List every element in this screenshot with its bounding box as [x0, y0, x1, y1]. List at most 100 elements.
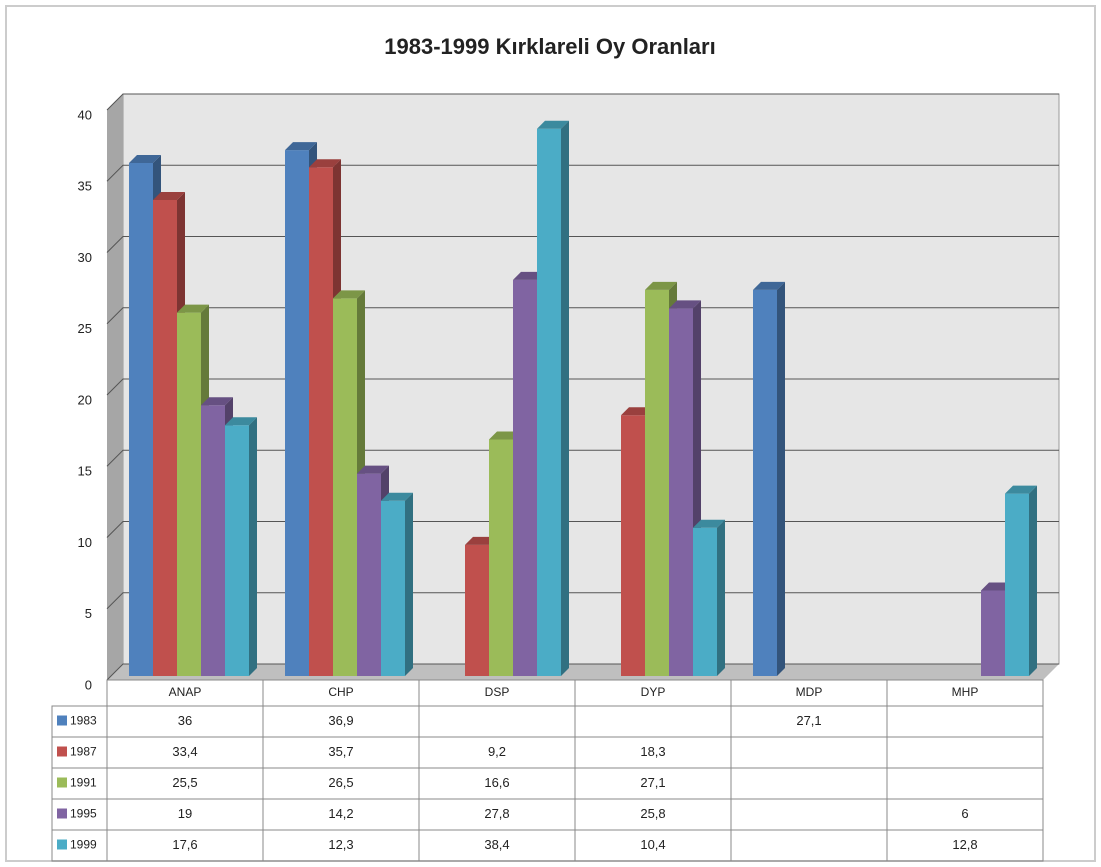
bar-face — [669, 300, 701, 309]
bar-face — [405, 492, 413, 676]
y-tick-label: 40 — [78, 107, 92, 122]
data-label: 36 — [178, 713, 192, 728]
bar-face — [357, 473, 381, 676]
bar-face — [225, 417, 257, 426]
grid-line — [106, 663, 1059, 681]
bar — [537, 120, 569, 677]
bar-face — [645, 281, 677, 290]
bar — [1005, 485, 1037, 676]
data-label: 25,5 — [172, 775, 197, 790]
bar-face — [693, 519, 725, 528]
grid-line — [106, 236, 1059, 253]
bar-face — [537, 120, 569, 129]
x-tick-label: CHP — [328, 685, 353, 699]
data-label: 38,4 — [484, 837, 509, 852]
legend-label: 1983 — [70, 714, 97, 728]
y-tick-label: 25 — [78, 321, 92, 336]
data-label: 18,3 — [640, 744, 665, 759]
legend-swatch — [57, 839, 67, 850]
bar-face — [561, 120, 569, 677]
bar-face — [177, 312, 201, 676]
bar-face — [201, 397, 233, 406]
legend-swatch — [57, 808, 67, 819]
bar — [381, 492, 413, 676]
bar-face — [285, 150, 309, 677]
bar-face — [1029, 485, 1037, 676]
bar-face — [201, 405, 225, 676]
bar-face — [753, 289, 777, 676]
grid-line — [106, 521, 1059, 538]
bar-face — [177, 304, 209, 313]
bar-face — [537, 128, 561, 677]
bar-face — [1005, 493, 1029, 676]
data-label: 25,8 — [640, 806, 665, 821]
bar-face — [489, 439, 513, 676]
data-label: 16,6 — [484, 775, 509, 790]
data-label: 27,1 — [640, 775, 665, 790]
bar-face — [309, 159, 341, 168]
bar-face — [693, 527, 717, 676]
data-label: 12,3 — [328, 837, 353, 852]
bar-face — [153, 192, 185, 201]
y-tick-label: 15 — [78, 464, 92, 479]
data-label: 6 — [961, 806, 968, 821]
bar-face — [621, 415, 645, 676]
bar-face — [309, 167, 333, 676]
data-label: 36,9 — [328, 713, 353, 728]
x-tick-label: MHP — [952, 685, 979, 699]
y-tick-label: 30 — [78, 250, 92, 265]
grid-line — [106, 164, 1059, 182]
y-tick-label: 35 — [78, 179, 92, 194]
bar-face — [129, 155, 161, 163]
bar-face — [717, 519, 725, 676]
data-label: 33,4 — [172, 744, 197, 759]
y-tick-label: 20 — [78, 392, 92, 407]
data-label: 35,7 — [328, 744, 353, 759]
legend-swatch — [57, 777, 67, 788]
x-tick-label: DYP — [641, 685, 666, 699]
y-tick-label: 5 — [85, 606, 92, 621]
bar-face — [249, 417, 257, 676]
data-label: 9,2 — [488, 744, 506, 759]
data-label: 12,8 — [952, 837, 977, 852]
bar-face — [333, 290, 365, 299]
data-label: 27,1 — [796, 713, 821, 728]
x-tick-label: ANAP — [169, 685, 202, 699]
data-label: 10,4 — [640, 837, 665, 852]
bar-face — [381, 492, 413, 501]
bar-face — [981, 590, 1005, 676]
legend-label: 1991 — [70, 776, 97, 790]
bar — [225, 417, 257, 676]
grid-line — [106, 93, 1059, 111]
grid-line — [106, 378, 1059, 396]
bar-face — [333, 298, 357, 676]
chart-title: 1983-1999 Kırklareli Oy Oranları — [384, 34, 715, 59]
bar-face — [777, 281, 785, 676]
grid-line — [106, 449, 1059, 467]
bar-face — [225, 425, 249, 676]
legend-swatch — [57, 746, 67, 757]
data-label: 14,2 — [328, 806, 353, 821]
bar-face — [357, 465, 389, 474]
y-tick-label: 10 — [78, 535, 92, 550]
bar-face — [129, 163, 153, 676]
data-label: 17,6 — [172, 837, 197, 852]
y-tick-label: 0 — [85, 677, 92, 692]
bar-face — [381, 500, 405, 676]
bar-face — [153, 200, 177, 677]
bar — [753, 281, 785, 676]
bar-face — [465, 544, 489, 676]
grid-line — [106, 307, 1059, 325]
bar-face — [513, 279, 537, 676]
bar-face — [669, 308, 693, 676]
table-legend — [51, 705, 108, 862]
data-label: 26,5 — [328, 775, 353, 790]
x-tick-label: MDP — [796, 685, 823, 699]
grid-line — [106, 592, 1059, 610]
bar-face — [645, 289, 669, 676]
bar — [693, 519, 725, 676]
bar-face — [1005, 485, 1037, 494]
x-tick-label: DSP — [485, 685, 510, 699]
bar-face — [285, 142, 317, 151]
